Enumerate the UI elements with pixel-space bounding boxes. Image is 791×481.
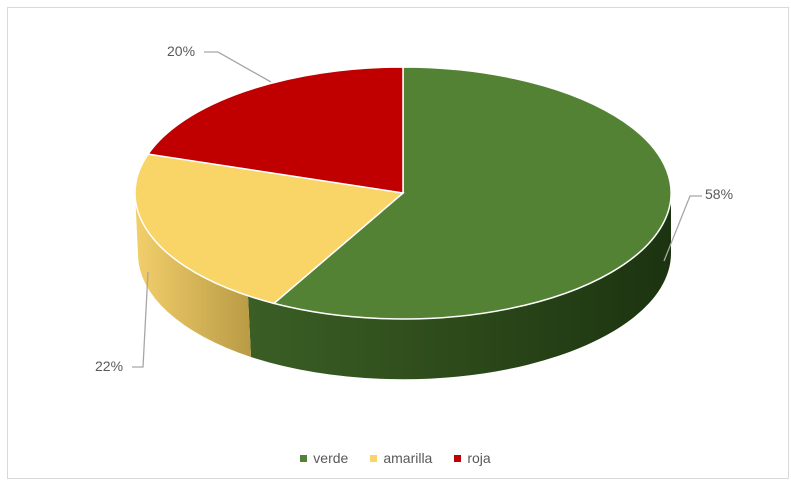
pie-slice-verde [272, 66, 672, 320]
data-label-amarilla: 22% [95, 358, 123, 374]
pie-slice-roja [146, 66, 404, 194]
data-label-verde: 58% [705, 186, 733, 202]
legend-swatch-verde [300, 454, 308, 462]
pie-slice-side-verde [248, 193, 672, 380]
legend-item-roja: roja [454, 450, 491, 466]
legend-label-roja: roja [467, 450, 491, 466]
legend-item-verde: verde [300, 450, 348, 466]
legend-item-amarilla: amarilla [370, 450, 432, 466]
legend: verde amarilla roja [0, 446, 791, 470]
pie-slice-amarilla [134, 153, 405, 305]
leader-line-20 [204, 51, 272, 83]
legend-swatch-amarilla [370, 454, 378, 462]
pie-slice-side-amarilla [134, 193, 251, 357]
data-label-roja: 20% [167, 43, 195, 59]
leader-line-22 [132, 271, 149, 368]
legend-label-verde: verde [313, 450, 349, 466]
leader-line-58 [663, 195, 702, 262]
legend-label-amarilla: amarilla [383, 450, 433, 466]
legend-swatch-roja [454, 454, 462, 462]
